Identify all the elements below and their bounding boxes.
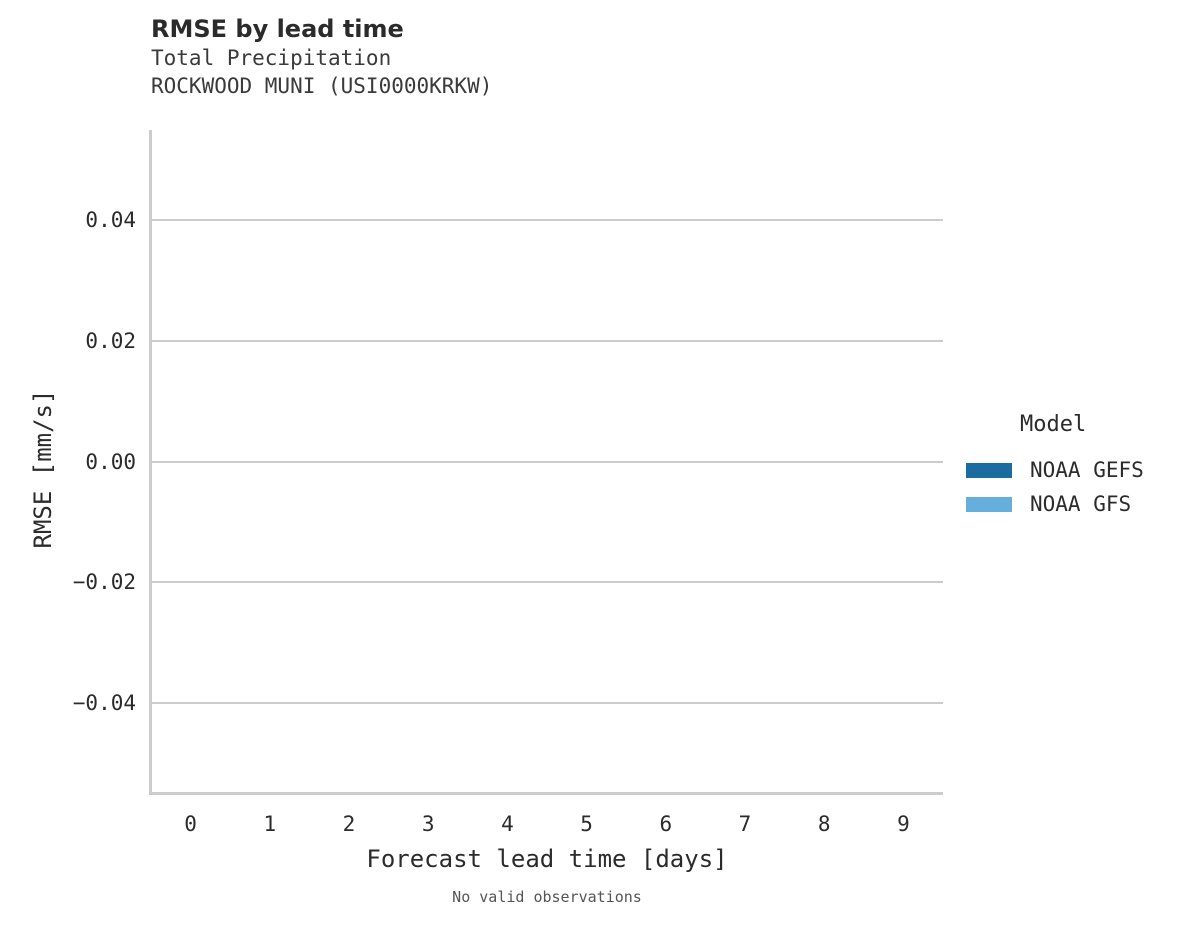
- legend-swatch-icon: [966, 462, 1012, 478]
- x-tick-label: 2: [342, 812, 356, 836]
- y-tick-label: 0.04: [85, 208, 136, 233]
- chart-title-block: RMSE by lead time Total Precipitation RO…: [151, 14, 951, 100]
- legend-entries: NOAA GEFS NOAA GFS: [966, 453, 1144, 521]
- y-tick-label: 0.00: [85, 449, 136, 474]
- x-tick-label: 1: [263, 812, 277, 836]
- x-tick-label: 5: [580, 812, 593, 836]
- x-tick-label: 0: [184, 812, 197, 836]
- legend-item-label: NOAA GEFS: [1030, 458, 1144, 482]
- y-tick-label: −0.04: [72, 690, 136, 715]
- x-tick-label: 6: [659, 812, 673, 836]
- legend-item-label: NOAA GFS: [1030, 492, 1132, 516]
- x-tick-label: 3: [421, 812, 435, 836]
- chart-subtitle-station: ROCKWOOD MUNI (USI0000KRKW): [151, 74, 493, 98]
- x-tick-label: 7: [738, 812, 752, 836]
- no-data-caption: No valid observations: [452, 888, 642, 906]
- legend: Model NOAA GEFS NOAA GFS: [966, 412, 1144, 521]
- chart-subtitle-variable: Total Precipitation: [151, 46, 392, 70]
- y-axis-title: RMSE [mm/s]: [29, 389, 57, 549]
- x-axis-title: Forecast lead time [days]: [366, 845, 728, 873]
- y-axis-tick-labels: 0.04 0.02 0.00 −0.02 −0.04: [0, 0, 136, 928]
- gridline: [151, 339, 943, 342]
- gridline: [151, 219, 943, 222]
- y-tick-label: 0.02: [85, 328, 136, 353]
- legend-title: Model: [1020, 412, 1087, 437]
- gridline: [151, 701, 943, 704]
- x-tick-label: 4: [501, 812, 514, 836]
- y-axis-line: [149, 130, 152, 795]
- x-tick-label: 8: [817, 812, 831, 836]
- legend-item[interactable]: NOAA GEFS: [966, 453, 1144, 487]
- gridline: [151, 581, 943, 584]
- legend-item[interactable]: NOAA GFS: [966, 487, 1144, 521]
- x-axis-line: [149, 792, 943, 795]
- legend-swatch-icon: [966, 496, 1012, 512]
- page-title: RMSE by lead time: [151, 15, 404, 43]
- x-tick-label: 9: [897, 812, 910, 836]
- gridline: [151, 460, 943, 463]
- y-tick-label: −0.02: [72, 570, 136, 595]
